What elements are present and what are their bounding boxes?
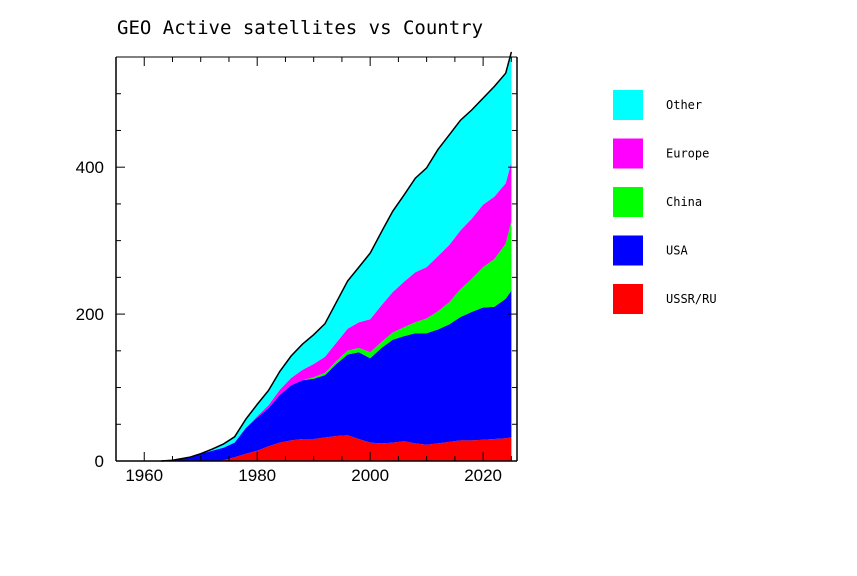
x-tick-label: 2020 — [464, 466, 502, 485]
area-ussr-ru — [161, 435, 512, 461]
legend-label-usa: USA — [666, 244, 688, 258]
legend-swatch-usa — [613, 235, 643, 266]
chart-title: GEO Active satellites vs Country — [117, 17, 483, 39]
y-tick-label: 400 — [76, 158, 104, 177]
legend-swatch-other — [613, 90, 643, 120]
legend-swatch-ussr-ru — [613, 284, 643, 314]
legend-label-europe: Europe — [666, 147, 709, 161]
legend-label-other: Other — [666, 98, 702, 112]
stacked-area-series — [161, 51, 513, 462]
axes: 0 200 400 1960 1980 2000 2020 — [76, 56, 518, 485]
legend-swatch-china — [613, 187, 643, 217]
y-tick-label: 0 — [95, 452, 104, 471]
x-tick-label: 1980 — [238, 466, 276, 485]
legend-swatch-europe — [613, 138, 643, 169]
legend-label-china: China — [666, 195, 702, 209]
x-tick-label: 2000 — [351, 466, 389, 485]
legend-label-ussr-ru: USSR/RU — [666, 292, 717, 306]
y-tick-label: 200 — [76, 305, 104, 324]
total-outline — [161, 51, 513, 462]
x-tick-label: 1960 — [125, 466, 163, 485]
legend: Other Europe China USA USSR/RU — [613, 90, 717, 314]
